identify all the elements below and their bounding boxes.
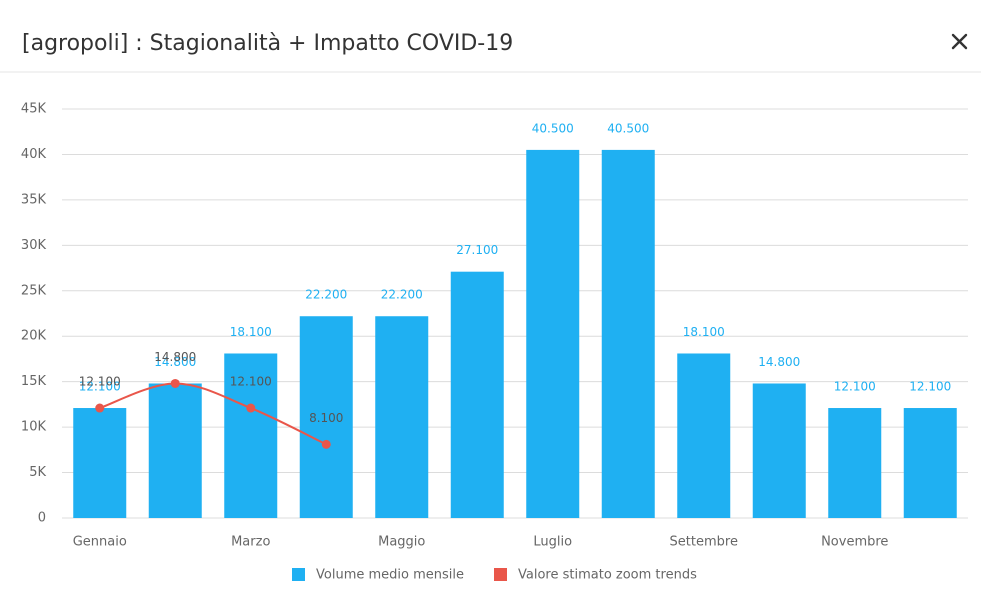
legend-label: Volume medio mensile [316, 568, 464, 583]
y-tick-label: 5K [29, 465, 46, 480]
x-tick-label: Luglio [533, 535, 572, 550]
bar [526, 149, 580, 518]
y-tick-label: 35K [21, 192, 47, 207]
bar-value-label: 12.100 [834, 380, 876, 394]
bar-value-label: 14.800 [758, 355, 800, 369]
x-tick-label: Novembre [821, 535, 888, 550]
bar [752, 383, 806, 518]
bar-value-label: 12.100 [909, 380, 951, 394]
bar [450, 271, 504, 518]
bar-value-label: 40.500 [532, 121, 574, 135]
y-tick-label: 25K [21, 283, 47, 298]
y-tick-label: 45K [21, 102, 47, 117]
bar-value-label: 12.100 [79, 380, 121, 394]
y-tick-label: 30K [21, 238, 47, 253]
bar [903, 408, 957, 518]
bar [299, 316, 353, 518]
close-icon[interactable] [951, 33, 968, 50]
x-tick-label: Gennaio [73, 535, 127, 550]
bar [224, 353, 278, 518]
bar-value-label: 40.500 [607, 121, 649, 135]
trend-point [321, 439, 331, 449]
trend-point [246, 403, 256, 413]
trend-value-label: 8.100 [309, 411, 343, 425]
x-tick-label: Marzo [231, 535, 270, 550]
bar-value-label: 18.100 [230, 325, 272, 339]
bar [828, 408, 882, 518]
legend-label: Valore stimato zoom trends [518, 568, 697, 583]
close-button[interactable] [951, 33, 968, 50]
trend-point [170, 378, 180, 388]
x-tick-label: Settembre [670, 535, 738, 550]
legend-swatch [292, 568, 305, 581]
y-tick-label: 10K [21, 420, 47, 435]
bar-value-label: 22.200 [381, 288, 423, 302]
bar [677, 353, 731, 518]
trend-line [99, 382, 327, 446]
trend-value-label: 12.100 [79, 375, 121, 389]
bar [375, 316, 429, 518]
y-tick-label: 0 [38, 511, 46, 526]
y-tick-label: 40K [21, 147, 47, 162]
trend-value-label: 12.100 [230, 375, 272, 389]
bar [73, 408, 127, 518]
bar [148, 383, 202, 518]
bar-value-label: 14.800 [154, 355, 196, 369]
bar [601, 149, 655, 518]
chart-title: [agropoli] : Stagionalità + Impatto COVI… [22, 31, 513, 56]
bar-value-label: 18.100 [683, 325, 725, 339]
trend-value-label: 14.800 [154, 350, 196, 364]
trend-point [95, 403, 105, 413]
y-tick-label: 15K [21, 374, 47, 389]
y-tick-label: 20K [21, 329, 47, 344]
bar-value-label: 27.100 [456, 243, 498, 257]
x-tick-label: Maggio [378, 535, 425, 550]
legend-swatch [494, 568, 507, 581]
bar-value-label: 22.200 [305, 288, 347, 302]
